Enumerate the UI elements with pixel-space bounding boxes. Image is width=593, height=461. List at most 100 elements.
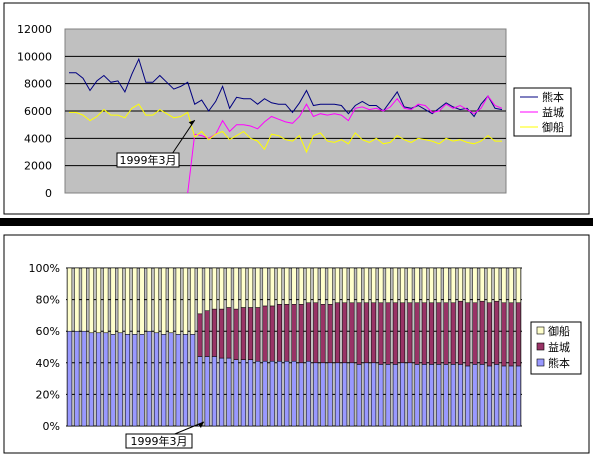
bar-segment-3 bbox=[226, 267, 232, 308]
bar-segment-3 bbox=[211, 267, 217, 310]
bar-segment-2 bbox=[298, 304, 304, 364]
bar-segment-3 bbox=[349, 267, 355, 304]
bar-segment-3 bbox=[175, 267, 181, 335]
bar-segment-1 bbox=[356, 364, 362, 427]
bar-segment-3 bbox=[197, 267, 203, 315]
bar-segment-1 bbox=[320, 362, 326, 427]
bar-segment-3 bbox=[81, 267, 87, 332]
bar-segment-2 bbox=[342, 302, 348, 364]
bar-segment-3 bbox=[117, 267, 123, 334]
bar-segment-1 bbox=[284, 360, 290, 427]
bar-segment-1 bbox=[168, 332, 174, 427]
bar-segment-3 bbox=[479, 267, 485, 302]
bar-segment-1 bbox=[139, 334, 145, 427]
bar-segment-2 bbox=[508, 302, 514, 367]
legend-swatch-2 bbox=[536, 342, 545, 351]
bar-segment-1 bbox=[479, 364, 485, 427]
bar-segment-2 bbox=[277, 304, 283, 362]
bar-segment-3 bbox=[153, 267, 159, 334]
bar-segment-3 bbox=[132, 267, 138, 335]
bar-segment-2 bbox=[494, 300, 500, 365]
legend-label: 御船 bbox=[542, 120, 564, 134]
bar-segment-3 bbox=[342, 267, 348, 304]
bar-segment-3 bbox=[407, 267, 413, 304]
bar-segment-3 bbox=[450, 267, 456, 304]
bar-segment-3 bbox=[298, 267, 304, 305]
bar-segment-3 bbox=[457, 267, 463, 302]
legend-label: 熊本 bbox=[548, 356, 570, 370]
bar-segment-1 bbox=[233, 359, 239, 427]
bar-segment-1 bbox=[226, 357, 232, 427]
bar-segment-2 bbox=[262, 305, 268, 362]
bar-segment-1 bbox=[508, 365, 514, 427]
bar-segment-3 bbox=[74, 267, 80, 332]
bar-segment-3 bbox=[262, 267, 268, 307]
bar-segment-2 bbox=[429, 302, 435, 365]
series-line-1 bbox=[69, 57, 503, 118]
bar-segment-1 bbox=[515, 365, 521, 427]
bar-segment-3 bbox=[371, 267, 377, 304]
bar-segment-3 bbox=[139, 267, 145, 335]
bar-segment-3 bbox=[421, 267, 427, 304]
bar-segment-2 bbox=[226, 307, 232, 359]
bar-segment-1 bbox=[110, 334, 116, 427]
bar-segment-1 bbox=[443, 364, 449, 427]
bar-segment-1 bbox=[342, 362, 348, 427]
y-tick-label: 80% bbox=[36, 294, 60, 307]
bar-segment-1 bbox=[392, 364, 398, 427]
bar-segment-2 bbox=[219, 308, 225, 359]
y-tick-label: 8000 bbox=[24, 78, 52, 91]
bar-segment-1 bbox=[486, 365, 492, 427]
bar-segment-1 bbox=[161, 334, 167, 427]
panel-divider bbox=[0, 218, 593, 226]
bar-segment-1 bbox=[385, 364, 391, 427]
bar-segment-3 bbox=[233, 267, 239, 310]
bar-segment-3 bbox=[103, 267, 109, 334]
bar-segment-3 bbox=[146, 267, 152, 332]
bar-segment-2 bbox=[291, 304, 297, 362]
bar-segment-2 bbox=[421, 302, 427, 365]
bar-segment-2 bbox=[465, 302, 471, 367]
bar-segment-3 bbox=[356, 267, 362, 304]
bar-segment-1 bbox=[371, 362, 377, 427]
bar-segment-1 bbox=[175, 334, 181, 427]
bar-segment-3 bbox=[508, 267, 514, 304]
y-tick-label: 60% bbox=[36, 325, 60, 338]
bar-segment-1 bbox=[349, 362, 355, 427]
bar-segment-2 bbox=[240, 307, 246, 360]
bar-segment-1 bbox=[450, 364, 456, 427]
bar-segment-1 bbox=[313, 362, 319, 427]
legend-swatch-1 bbox=[536, 358, 545, 367]
bar-segment-1 bbox=[248, 359, 254, 427]
bar-segment-1 bbox=[132, 334, 138, 427]
y-tick-label: 40% bbox=[36, 357, 60, 370]
bar-segment-1 bbox=[305, 360, 311, 427]
bar-segment-1 bbox=[378, 364, 384, 427]
bar-segment-3 bbox=[392, 267, 398, 304]
bar-segment-2 bbox=[211, 308, 217, 357]
bar-segment-2 bbox=[479, 300, 485, 365]
bar-segment-1 bbox=[465, 365, 471, 427]
bar-segment-2 bbox=[414, 302, 420, 365]
bar-segment-1 bbox=[277, 360, 283, 427]
y-tick-label: 4000 bbox=[24, 132, 52, 145]
bar-segment-1 bbox=[219, 357, 225, 427]
bar-segment-3 bbox=[363, 267, 369, 304]
bar-segment-1 bbox=[494, 364, 500, 427]
bar-segment-1 bbox=[262, 360, 268, 427]
bar-segment-3 bbox=[494, 267, 500, 302]
bar-segment-2 bbox=[305, 302, 311, 362]
bar-segment-3 bbox=[110, 267, 116, 335]
bar-segment-1 bbox=[472, 364, 478, 427]
y-tick-label: 0 bbox=[45, 187, 52, 200]
bar-segment-3 bbox=[96, 267, 102, 334]
annotation-box bbox=[125, 433, 193, 449]
bar-segment-2 bbox=[486, 302, 492, 367]
series-line-2 bbox=[187, 95, 503, 194]
annotation-arrowhead bbox=[188, 120, 195, 126]
bar-segment-3 bbox=[255, 267, 261, 308]
y-tick-label: 10000 bbox=[17, 50, 52, 63]
bar-segment-2 bbox=[320, 304, 326, 364]
bar-segment-1 bbox=[117, 332, 123, 427]
